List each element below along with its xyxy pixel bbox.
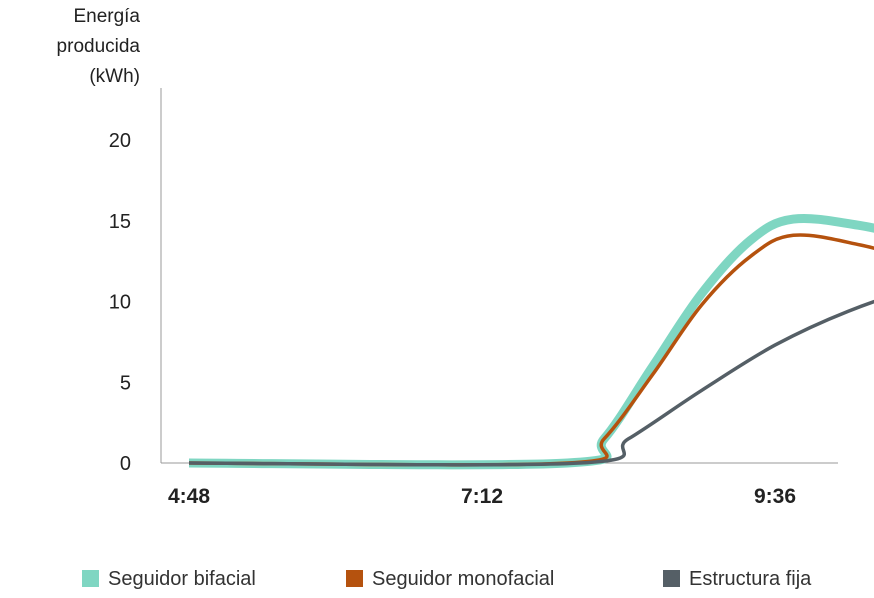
y-tick-label: 15 <box>109 211 131 233</box>
series-line-monofacial <box>188 233 874 467</box>
legend-label-monofacial: Seguidor monofacial <box>372 568 555 590</box>
x-tick-label: 7:12 <box>461 485 503 508</box>
legend-swatch-fija <box>663 570 680 587</box>
y-tick-label: 5 <box>120 372 131 394</box>
legend-item-fija: Estructura fija <box>663 568 811 591</box>
legend-item-bifacial: Seguidor bifacial <box>82 568 256 591</box>
legend-label-fija: Estructura fija <box>689 568 812 590</box>
y-axis-label-line-1: Energía <box>73 6 140 27</box>
legend-swatch-monofacial <box>346 570 363 587</box>
x-tick-label: 9:36 <box>754 485 796 508</box>
series-line-bifacial <box>188 213 874 470</box>
y-tick-label: 0 <box>120 453 131 475</box>
y-tick-label: 10 <box>109 292 131 314</box>
y-axis-label-line-2: producida <box>56 36 140 57</box>
y-axis-label-line-3: (kWh) <box>89 66 140 87</box>
legend-swatch-bifacial <box>82 570 99 587</box>
legend-item-monofacial: Seguidor monofacial <box>346 568 554 591</box>
x-tick-label: 4:48 <box>168 485 210 508</box>
series-line-fija <box>188 299 874 467</box>
legend-label-bifacial: Seguidor bifacial <box>108 568 256 590</box>
y-tick-label: 20 <box>109 130 131 152</box>
